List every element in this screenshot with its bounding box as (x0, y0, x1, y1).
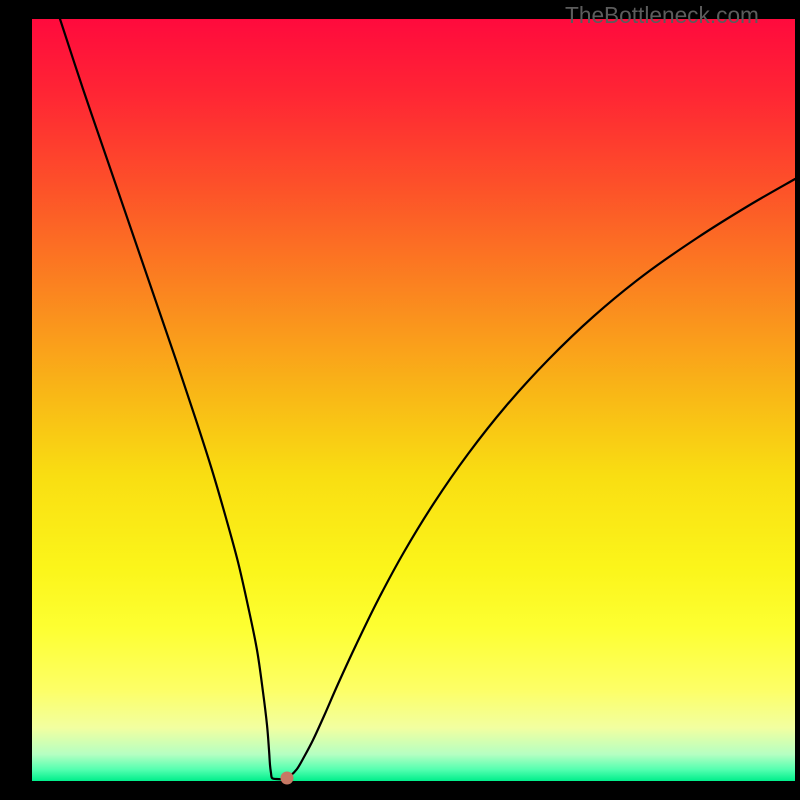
watermark-label: TheBottleneck.com (565, 2, 759, 29)
bottleneck-curve (60, 19, 795, 779)
plot-area (32, 19, 795, 781)
chart-frame: TheBottleneck.com (0, 0, 800, 800)
optimum-marker (281, 772, 294, 785)
curve-layer (32, 19, 795, 781)
